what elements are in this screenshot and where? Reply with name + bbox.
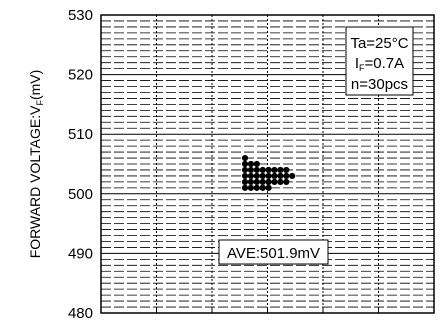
data-point	[241, 154, 249, 162]
data-point	[253, 184, 260, 191]
data-point	[253, 166, 260, 174]
y-tick-label: 490	[68, 245, 93, 262]
data-point	[283, 178, 290, 185]
plot-frame	[100, 14, 435, 314]
data-point	[271, 178, 278, 185]
data-point	[289, 172, 296, 180]
temperature-condition: Ta=25°C	[350, 35, 408, 52]
y-tick-label: 520	[68, 67, 93, 84]
data-point	[277, 172, 284, 180]
data-point	[277, 178, 284, 185]
data-point	[265, 172, 272, 180]
y-axis: 480 490 500 510 520 530	[68, 7, 93, 322]
data-point	[247, 166, 254, 174]
data-point	[259, 178, 266, 185]
data-point	[241, 184, 249, 191]
conditions-box: Ta=25°C IF=0.7A n=30pcs	[345, 26, 414, 96]
average-label: AVE:501.9mV	[227, 245, 320, 262]
y-tick-label: 480	[68, 305, 93, 322]
data-point	[283, 172, 290, 180]
data-point	[247, 172, 254, 180]
sample-count: n=30pcs	[351, 76, 408, 93]
data-point	[259, 166, 266, 174]
data-point	[259, 184, 266, 191]
data-point	[253, 172, 260, 180]
data-point	[241, 160, 249, 168]
data-point	[247, 184, 254, 191]
current-condition: IF=0.7A	[355, 55, 404, 73]
y-tick-label: 500	[68, 186, 93, 203]
data-point	[277, 166, 284, 174]
data-point	[283, 166, 290, 174]
data-point	[253, 178, 260, 185]
data-point	[241, 178, 249, 185]
data-point	[241, 172, 249, 180]
data-point	[247, 178, 254, 185]
data-points	[241, 154, 296, 191]
data-point	[253, 160, 260, 168]
data-point	[265, 178, 272, 185]
data-point	[265, 166, 272, 174]
data-point	[271, 172, 278, 180]
average-box: AVE:501.9mV	[218, 239, 329, 265]
y-axis-label: FORWARD VOLTAGE:VF(mV)	[27, 70, 45, 259]
data-point	[265, 184, 272, 191]
data-point	[271, 166, 278, 174]
data-point	[241, 166, 249, 174]
data-point	[247, 160, 254, 168]
y-tick-label: 510	[68, 126, 93, 143]
data-point	[259, 172, 266, 180]
y-tick-label: 530	[68, 7, 93, 24]
